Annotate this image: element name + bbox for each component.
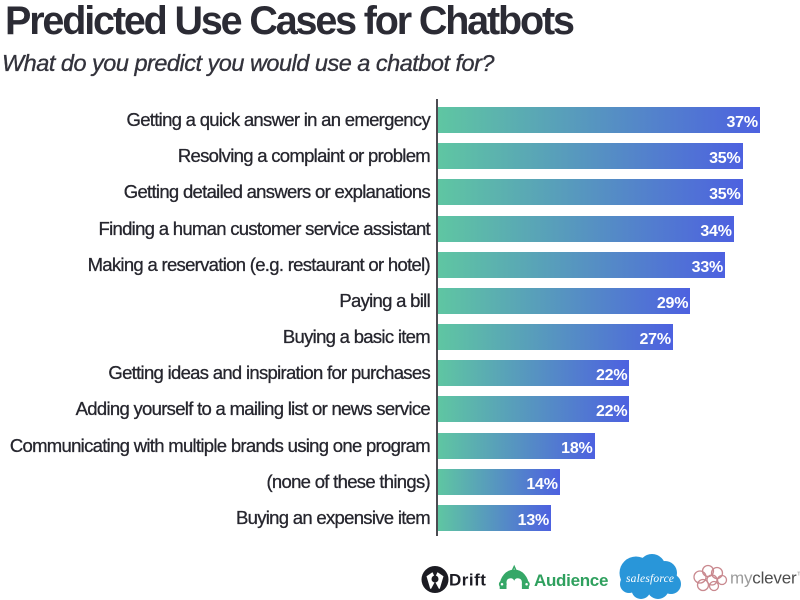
svg-text:Drift: Drift — [449, 571, 486, 590]
svg-text:salesforce: salesforce — [626, 573, 674, 585]
svg-text:myclever™: myclever™ — [730, 569, 800, 588]
svg-text:Audience: Audience — [534, 571, 608, 590]
